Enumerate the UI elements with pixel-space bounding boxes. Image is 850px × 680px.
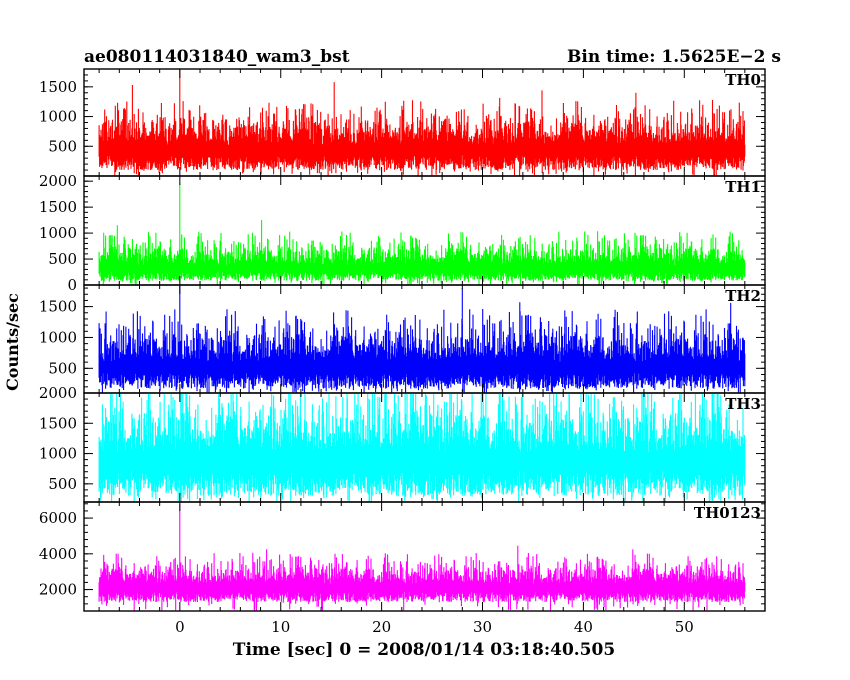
y-tick-label: 2000 — [39, 581, 77, 599]
panel-label: TH2 — [725, 287, 761, 305]
series-th0123 — [98, 503, 746, 611]
x-tick-label: 50 — [675, 618, 694, 636]
panel-label: TH3 — [725, 395, 761, 413]
y-tick-label: 1500 — [39, 298, 77, 316]
y-tick-label: 1500 — [39, 78, 77, 96]
y-tick-label: 1500 — [39, 198, 77, 216]
series-th1 — [98, 183, 746, 285]
panel-th2: 500 1000 1500 TH2 — [39, 284, 766, 394]
y-tick-label: 2000 — [39, 384, 77, 402]
y-tick-label: 4000 — [39, 545, 77, 563]
bin-time-label: Bin time: 1.5625E−2 s — [567, 47, 781, 67]
y-tick-label: 0 — [67, 276, 77, 294]
panel-th1: 0 500 1000 1500 2000 TH1 — [39, 172, 766, 294]
y-tick-label: 1000 — [39, 224, 77, 242]
x-tick-label: 40 — [574, 618, 593, 636]
y-axis-label: Counts/sec — [3, 293, 22, 391]
panel-th3: 500 1000 1500 2000 TH3 — [39, 384, 766, 503]
y-tick-label: 1500 — [39, 414, 77, 432]
panel-label: TH1 — [725, 178, 761, 196]
series-th3 — [98, 393, 746, 502]
panel-label: TH0 — [725, 71, 761, 89]
y-tick-label: 1000 — [39, 328, 77, 346]
x-tick-label: 30 — [473, 618, 492, 636]
panel-th0123: 2000 4000 6000 TH0123 — [39, 501, 766, 612]
chart-title: ae080114031840_wam3_bst — [84, 47, 350, 67]
panel-frame — [83, 501, 766, 612]
x-tick-label: 20 — [372, 618, 391, 636]
y-tick-label: 500 — [48, 137, 77, 155]
y-tick-label: 500 — [48, 475, 77, 493]
series-th0 — [98, 69, 746, 176]
panel-th0: 500 1000 1500 TH0 — [39, 68, 766, 177]
series-th2 — [98, 285, 746, 393]
y-tick-label: 500 — [48, 250, 77, 268]
y-tick-label: 500 — [48, 359, 77, 377]
panel-label: TH0123 — [694, 504, 761, 522]
y-tick-label: 1000 — [39, 445, 77, 463]
y-tick-label: 1000 — [39, 108, 77, 126]
y-tick-label: 2000 — [39, 172, 77, 190]
x-tick-label: 0 — [175, 618, 185, 636]
x-axis-label: Time [sec] 0 = 2008/01/14 03:18:40.505 — [233, 640, 615, 660]
y-tick-label: 6000 — [39, 509, 77, 527]
x-tick-label: 10 — [271, 618, 290, 636]
